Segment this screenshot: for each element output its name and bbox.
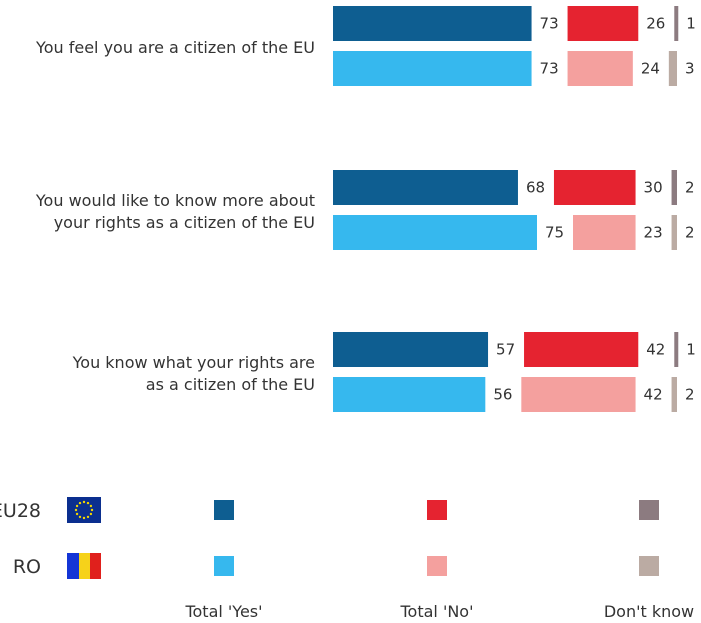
value-label: 68 — [526, 179, 545, 197]
eu-flag-star — [74, 508, 78, 512]
bar-eu28-dk — [671, 170, 677, 205]
bar-ro-dk — [668, 51, 677, 86]
value-label: 1 — [686, 15, 696, 33]
bar-eu28-no — [524, 332, 639, 367]
question-label: as a citizen of the EU — [146, 375, 315, 394]
value-label: 73 — [540, 60, 559, 78]
legend-swatch-ro-yes — [214, 556, 234, 576]
bar-eu28-dk — [674, 6, 679, 41]
bar-ro-yes — [333, 377, 486, 412]
eu-flag-star — [75, 512, 79, 516]
legend-swatch-ro-dk — [639, 556, 659, 576]
eu-flag-star — [82, 516, 86, 520]
bar-eu28-no — [567, 6, 639, 41]
eu-flag-star — [86, 515, 90, 519]
legend-column-label: Total 'Yes' — [184, 602, 262, 621]
value-label: 30 — [644, 179, 663, 197]
bar-ro-yes — [333, 51, 532, 86]
romania-flag-icon-red — [90, 553, 101, 579]
romania-flag-icon-blue — [67, 553, 79, 579]
bar-ro-no — [573, 215, 636, 250]
value-label: 2 — [685, 386, 695, 404]
eu-flag-star — [82, 500, 86, 504]
legend-column-label: Total 'No' — [399, 602, 473, 621]
legend-row-label: RO — [13, 556, 41, 578]
question-label: You know what your rights are — [72, 353, 315, 372]
eu-flag-star — [89, 504, 93, 508]
bar-ro-no — [521, 377, 636, 412]
bar-ro-yes — [333, 215, 537, 250]
bar-ro-dk — [671, 215, 677, 250]
bar-ro-no — [567, 51, 633, 86]
value-label: 2 — [685, 179, 695, 197]
value-label: 26 — [646, 15, 665, 33]
eu-flag-star — [90, 508, 94, 512]
bar-eu28-yes — [333, 170, 518, 205]
bar-eu28-dk — [674, 332, 679, 367]
value-label: 23 — [644, 224, 663, 242]
question-label: You would like to know more about — [35, 191, 315, 210]
value-label: 42 — [646, 341, 665, 359]
legend-column-label: Don't know — [604, 602, 694, 621]
value-label: 56 — [493, 386, 512, 404]
question-label: your rights as a citizen of the EU — [54, 213, 315, 232]
legend-swatch-eu28-no — [427, 500, 447, 520]
legend-swatch-ro-no — [427, 556, 447, 576]
question-label: You feel you are a citizen of the EU — [35, 38, 315, 57]
bar-eu28-no — [553, 170, 636, 205]
legend-row-label: EU28 — [0, 500, 41, 522]
bar-eu28-yes — [333, 332, 489, 367]
eu-flag-star — [78, 515, 82, 519]
eu-flag-star — [89, 512, 93, 516]
value-label: 3 — [685, 60, 695, 78]
value-label: 73 — [540, 15, 559, 33]
legend-swatch-eu28-yes — [214, 500, 234, 520]
eu-flag-star — [86, 501, 90, 505]
value-label: 75 — [545, 224, 564, 242]
eu-flag-star — [78, 501, 82, 505]
legend-swatch-eu28-dk — [639, 500, 659, 520]
bar-ro-dk — [671, 377, 677, 412]
value-label: 57 — [496, 341, 515, 359]
value-label: 24 — [641, 60, 660, 78]
value-label: 1 — [686, 341, 696, 359]
value-label: 2 — [685, 224, 695, 242]
value-label: 42 — [644, 386, 663, 404]
eu-flag-star — [75, 504, 79, 508]
romania-flag-icon-yellow — [79, 553, 90, 579]
bar-eu28-yes — [333, 6, 532, 41]
